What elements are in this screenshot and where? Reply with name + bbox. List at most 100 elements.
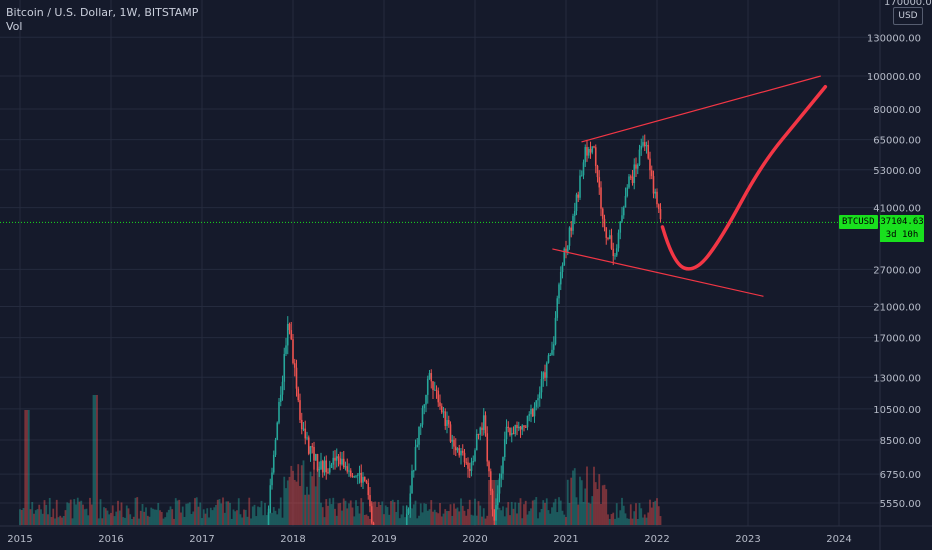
candle-body	[360, 472, 363, 483]
volume-bar	[99, 499, 102, 525]
candle-body	[269, 485, 272, 513]
y-tick-label: 27000.00	[873, 265, 921, 276]
candle-body	[523, 425, 525, 427]
candle-body	[493, 509, 496, 521]
volume-bar	[94, 395, 97, 525]
volume-bar	[321, 507, 324, 525]
candle-body	[635, 164, 637, 169]
candle-body	[356, 474, 359, 476]
volume-bar	[479, 505, 482, 525]
volume-bar	[244, 509, 247, 525]
candle-body	[321, 461, 324, 473]
volume-bar	[395, 511, 398, 525]
x-tick-label: 2021	[553, 534, 578, 545]
candle-body	[598, 177, 601, 188]
volume-bar	[164, 517, 167, 525]
volume-bar	[85, 508, 88, 525]
candle-body	[608, 235, 611, 239]
y-tick-label: 6750.00	[880, 470, 921, 481]
volume-bar	[484, 518, 487, 525]
volume-bar	[524, 500, 527, 525]
volume-bar	[353, 516, 356, 525]
candle-body	[610, 235, 613, 249]
top-price-tick: 170000.00	[884, 0, 932, 8]
volume-bar	[195, 497, 198, 525]
candle-body	[596, 165, 599, 178]
chart-legend: Bitcoin / U.S. Dollar, 1W, BITSTAMP Vol	[6, 6, 198, 34]
volume-bar	[201, 518, 203, 525]
volume-bar	[507, 502, 510, 525]
volume-bar	[633, 511, 636, 525]
volume-bar	[236, 510, 238, 525]
volume-bar	[402, 505, 405, 525]
candle-body	[451, 439, 454, 442]
volume-bar	[439, 503, 441, 525]
candle-body	[526, 415, 529, 428]
candle-body	[607, 237, 609, 239]
candle-body	[645, 144, 648, 147]
candle-body	[587, 148, 590, 156]
x-tick-label: 2018	[280, 534, 305, 545]
volume-bar	[76, 497, 79, 525]
candle-body	[600, 187, 602, 209]
volume-bar	[593, 466, 595, 525]
candle-body	[589, 148, 592, 153]
volume-bar	[174, 498, 177, 525]
candle-body	[358, 472, 361, 475]
volume-bar	[202, 509, 205, 525]
candle-body	[300, 419, 303, 430]
volume-bar	[54, 518, 56, 525]
volume-bar	[601, 485, 604, 525]
candle-body	[411, 470, 413, 494]
volume-bar	[332, 497, 335, 525]
volume-bar	[440, 516, 443, 525]
volume-bar	[311, 476, 314, 525]
candle-body	[328, 467, 331, 473]
volume-bar	[514, 502, 517, 525]
volume-bar	[369, 518, 371, 525]
volume-bar	[43, 500, 46, 525]
volume-bar	[390, 501, 392, 525]
candle-body	[486, 433, 489, 462]
candle-body	[475, 434, 478, 451]
volume-bar	[456, 507, 459, 525]
volume-bar	[635, 503, 637, 525]
candle-body	[276, 422, 279, 440]
volume-bar	[292, 470, 294, 525]
candle-body	[481, 427, 483, 431]
drawings[interactable]	[552, 75, 828, 297]
volume-bar	[138, 518, 140, 525]
candle-body	[556, 298, 559, 318]
volume-bar	[379, 504, 382, 525]
candle-body	[372, 522, 375, 525]
candle-body	[657, 204, 660, 210]
volume-bar	[190, 513, 193, 525]
volume-bar	[258, 507, 261, 525]
currency-button[interactable]: USD	[893, 7, 923, 25]
volume-bar	[523, 504, 525, 525]
volume-bar	[584, 488, 587, 525]
candle-body	[437, 390, 440, 403]
volume-bar	[621, 497, 623, 525]
candle-body	[647, 144, 650, 159]
candle-body	[640, 145, 643, 150]
volume-bar	[650, 507, 653, 525]
candle-body	[593, 146, 595, 148]
candle-body	[341, 458, 343, 465]
volume-bar	[120, 502, 123, 525]
volume-bar	[41, 513, 44, 525]
volume-bar	[83, 509, 86, 525]
volume-bar	[246, 516, 249, 525]
volume-bar	[290, 465, 293, 525]
x-tick-label: 2024	[826, 534, 851, 545]
volume-bar	[470, 514, 473, 525]
volume-bar	[549, 513, 552, 525]
volume-bar	[274, 510, 277, 525]
volume-bar	[502, 506, 504, 525]
volume-bar	[654, 500, 657, 525]
volume-bar	[152, 508, 154, 525]
candle-body	[472, 461, 475, 463]
candle-body	[292, 339, 294, 364]
